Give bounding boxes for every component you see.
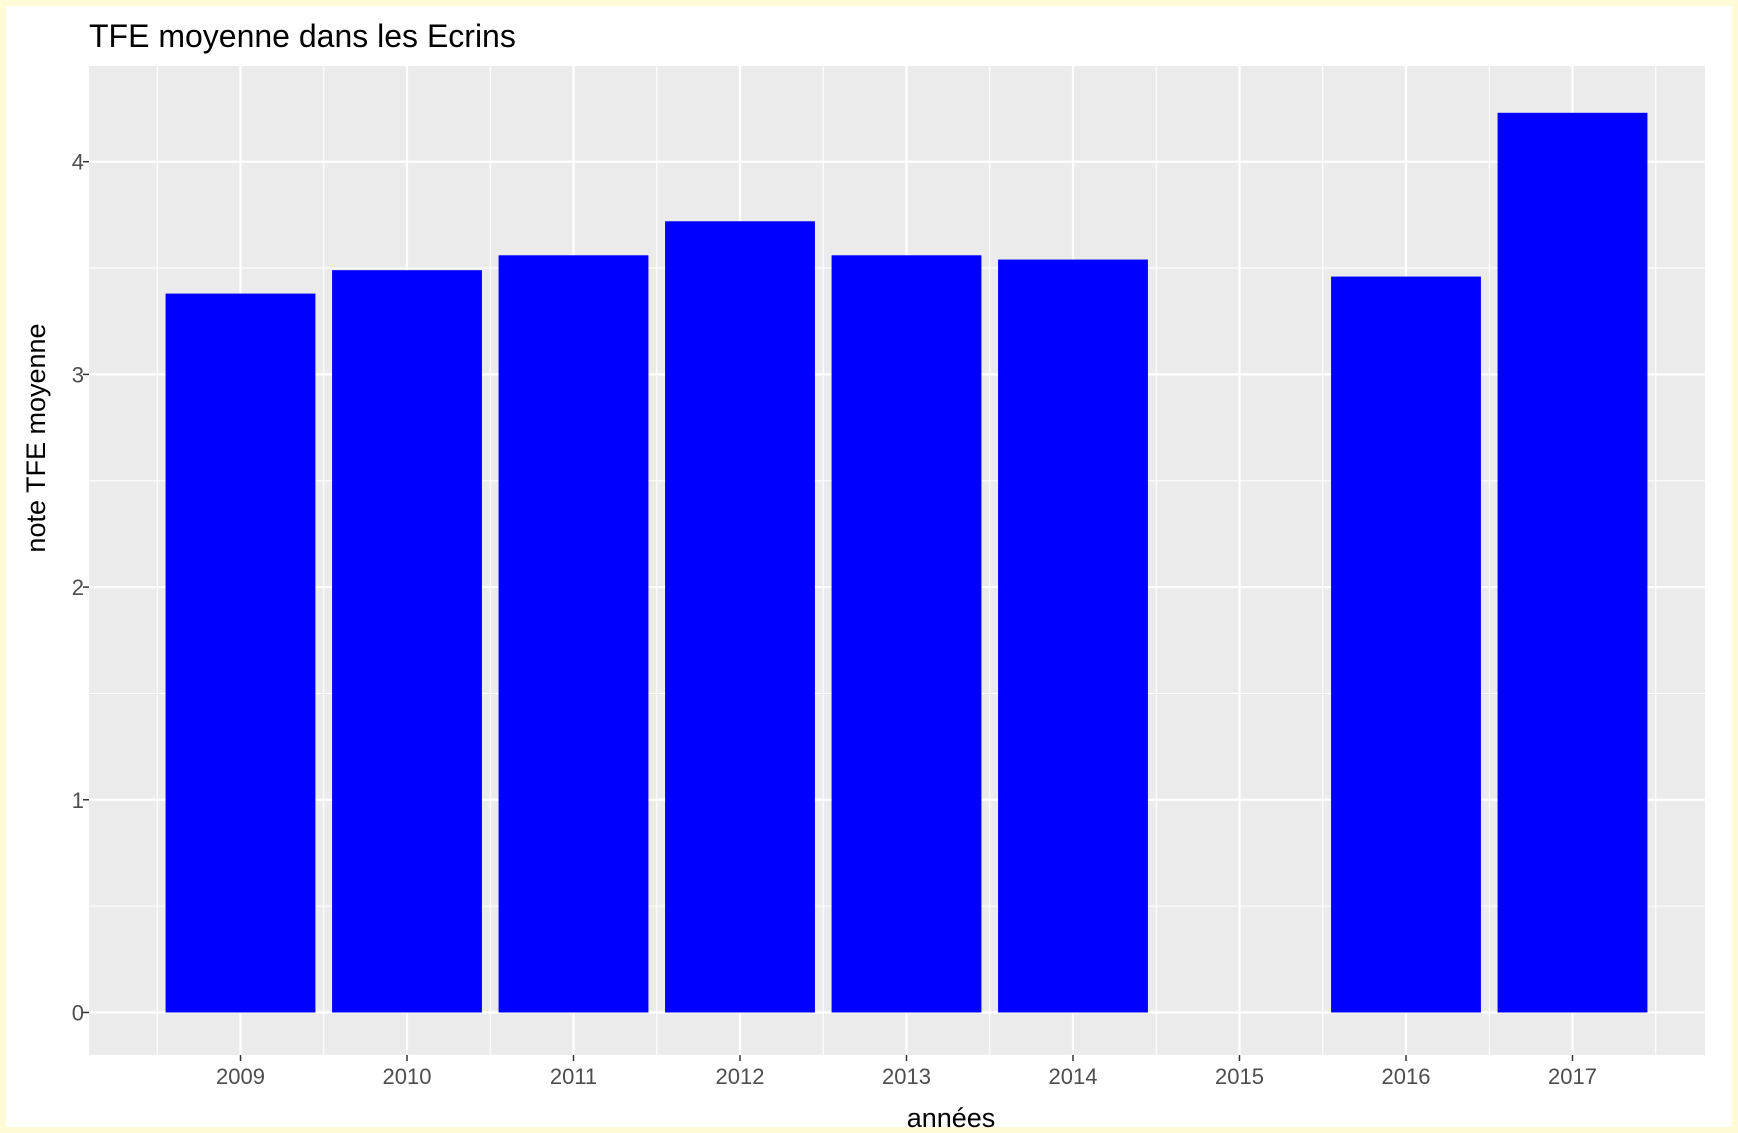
- bar-2013: [831, 255, 982, 1013]
- y-tick-label: 2: [72, 575, 84, 600]
- bar-2009: [165, 293, 316, 1013]
- y-tick-label: 3: [72, 362, 84, 387]
- y-axis-ticks: 0 1 2 3 4: [72, 150, 89, 1025]
- x-tick-label-2015: 2015: [1215, 1064, 1264, 1089]
- x-tick-label-2017: 2017: [1548, 1064, 1597, 1089]
- y-tick-label: 1: [72, 788, 84, 813]
- bars: [165, 112, 1648, 1013]
- bar-2014: [998, 259, 1148, 1013]
- grid-minor: [89, 66, 1705, 1055]
- x-tick-label-2011: 2011: [550, 1064, 597, 1089]
- bar-2011: [498, 255, 649, 1013]
- x-tick-label-2010: 2010: [383, 1064, 432, 1089]
- x-tick-label-2009: 2009: [216, 1064, 265, 1089]
- bar-2017: [1497, 112, 1648, 1013]
- chart-title: TFE moyenne dans les Ecrins: [89, 18, 516, 54]
- bar-2012: [665, 221, 815, 1013]
- y-axis-title: note TFE moyenne: [21, 323, 51, 552]
- x-axis-ticks: 2009 2010 2011 2012 2013 2014 2015 2016 2017: [216, 1055, 1597, 1089]
- x-tick-label-2014: 2014: [1049, 1064, 1098, 1089]
- bar-2016: [1331, 276, 1481, 1013]
- x-tick-label-2016: 2016: [1382, 1064, 1431, 1089]
- x-tick-label-2012: 2012: [716, 1064, 765, 1089]
- y-tick-label: 0: [72, 1000, 84, 1025]
- x-axis-title: années: [907, 1103, 996, 1133]
- y-tick-label: 4: [72, 150, 84, 175]
- x-tick-label-2013: 2013: [882, 1064, 931, 1089]
- bar-2010: [332, 270, 482, 1013]
